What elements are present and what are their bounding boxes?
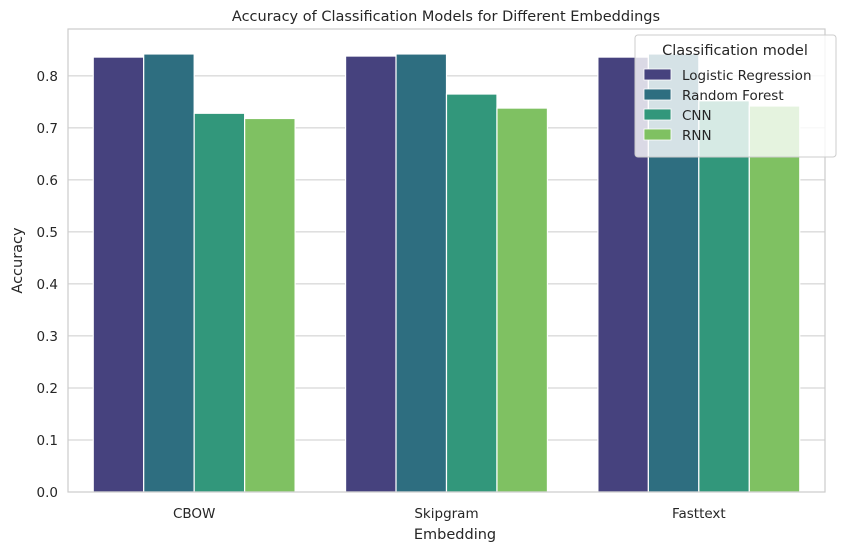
y-tick-label: 0.6 <box>37 173 58 189</box>
y-tick-label: 0.8 <box>37 69 58 85</box>
x-tick-label: Fasttext <box>672 506 726 522</box>
bars <box>92 53 801 493</box>
bar-rnn-fasttext <box>748 105 801 493</box>
bar-cnn-skipgram <box>445 93 498 493</box>
y-tick-label: 0.3 <box>37 329 58 345</box>
y-tick-label: 0.5 <box>37 225 58 241</box>
plot-frame <box>67 28 826 493</box>
y-axis-label: Accuracy <box>10 227 26 294</box>
chart-title: Accuracy of Classification Models for Di… <box>232 9 660 25</box>
legend-label: Logistic Regression <box>682 68 812 84</box>
bar-random-forest-cbow <box>143 53 195 493</box>
legend-swatch <box>643 88 672 101</box>
x-axis-label: Embedding <box>414 527 496 543</box>
legend-title: Classification model <box>662 43 808 59</box>
y-tick-label: 0.4 <box>37 277 58 293</box>
y-tick-label: 0.2 <box>37 381 58 397</box>
bar-cnn-fasttext <box>698 100 750 493</box>
bar-logistic-regression-skipgram <box>344 55 397 493</box>
legend-label: Random Forest <box>682 88 784 104</box>
bar-cnn-cbow <box>193 112 246 493</box>
legend: Classification model Logistic Regression… <box>634 34 837 158</box>
bar-random-forest-skipgram <box>395 53 448 493</box>
legend-swatch <box>643 68 672 81</box>
bar-logistic-regression-cbow <box>92 56 145 493</box>
y-tick-label: 0.0 <box>37 485 58 501</box>
legend-frame <box>634 34 837 158</box>
legend-label: RNN <box>682 128 712 144</box>
y-tick-label: 0.1 <box>37 433 58 449</box>
legend-label: CNN <box>682 108 712 124</box>
legend-items: Logistic Regression Random Forest CNN RNN <box>643 68 812 144</box>
y-axis-ticks: 0.0 0.1 0.2 0.3 0.4 0.5 0.6 0.7 0.8 <box>37 69 58 501</box>
legend-swatch <box>643 108 672 121</box>
bar-rnn-cbow <box>244 117 296 493</box>
bar-rnn-skipgram <box>496 107 549 493</box>
x-tick-label: Skipgram <box>414 506 478 522</box>
legend-swatch <box>643 128 672 141</box>
x-axis-ticks: CBOW Skipgram Fasttext <box>173 506 726 522</box>
y-tick-label: 0.7 <box>37 121 58 137</box>
x-tick-label: CBOW <box>173 506 215 522</box>
